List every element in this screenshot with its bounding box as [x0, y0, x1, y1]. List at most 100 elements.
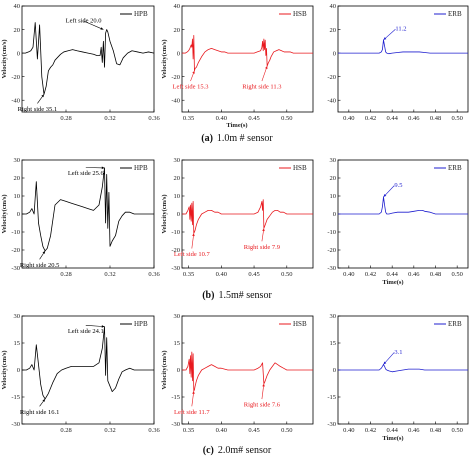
- y-tick-label: -10: [11, 229, 20, 236]
- x-tick-label: 0.42: [365, 115, 376, 122]
- annotation-arrowhead: [262, 228, 265, 232]
- row-a-xaxis-label: Time(s): [226, 122, 247, 129]
- x-tick-label: 0.48: [430, 427, 441, 434]
- series-line-erb: [338, 364, 468, 373]
- series-line-hpb: [22, 167, 154, 252]
- x-tick-label: 0.48: [430, 271, 441, 278]
- x-axis-label: Time(s): [382, 435, 403, 442]
- y-tick-label: 20: [14, 27, 21, 34]
- y-tick-label: 0: [333, 367, 336, 374]
- x-tick-label: 0.50: [281, 271, 292, 278]
- y-tick-label: 30: [330, 157, 337, 164]
- x-tick-label: 0.45: [248, 427, 259, 434]
- y-tick-label: -30: [327, 421, 336, 428]
- y-tick-label: -15: [327, 394, 336, 401]
- annotation-label: Left side 15.3: [173, 84, 209, 91]
- y-tick-label: 0: [17, 50, 20, 57]
- annotation-arrowhead: [101, 166, 105, 170]
- y-tick-label: 20: [330, 27, 337, 34]
- series-line-hpb: [22, 326, 154, 400]
- annotation: Right side 11.3: [242, 65, 282, 91]
- panel-c-erb: -30 -15 0 15 30 0.40 0.42 0.44 0.46 0.48 0.50 Time(…: [327, 313, 469, 442]
- x-tick-label: 0.40: [343, 427, 354, 434]
- annotation-label: Right side 7.9: [244, 244, 280, 251]
- annotation-arrowhead: [192, 391, 195, 394]
- annotation-arrowhead: [41, 94, 44, 98]
- annotation-arrow: [383, 352, 395, 365]
- annotation-arrowhead: [42, 398, 46, 402]
- annotation-label: 11.2: [395, 26, 406, 33]
- x-tick-label: 0.35: [183, 115, 194, 122]
- y-tick-label: 15: [14, 340, 21, 347]
- panel-b-hpb: -30 -20 -10 0 10 20 30 0.28 0.32 0.36 Velocity(cm/…: [1, 157, 160, 278]
- y-tick-label: 30: [174, 157, 181, 164]
- x-tick-label: 0.40: [343, 115, 354, 122]
- annotation: Right side 35.1: [18, 94, 58, 113]
- y-tick-label: 20: [14, 175, 21, 182]
- y-tick-label: 40: [14, 3, 21, 10]
- annotation-arrowhead: [192, 70, 195, 74]
- x-tick-label: 0.40: [216, 115, 227, 122]
- y-tick-label: 15: [174, 340, 181, 347]
- x-tick-label: 0.36: [148, 271, 160, 278]
- legend-label: ERB: [448, 164, 462, 172]
- annotation-label: Right side 35.1: [18, 106, 58, 113]
- annotation-label: Right side 20.5: [20, 262, 60, 269]
- annotation-arrowhead: [383, 37, 387, 40]
- series-line-hsb: [182, 35, 313, 72]
- y-tick-label: 0: [17, 367, 20, 374]
- annotation: Left side 25.6: [68, 166, 105, 177]
- annotation-arrowhead: [192, 233, 195, 237]
- x-tick-label: 0.35: [183, 271, 194, 278]
- x-tick-label: 0.46: [408, 115, 420, 122]
- legend-label: HPB: [134, 320, 148, 328]
- x-axis-label: Time(s): [382, 279, 403, 286]
- y-tick-label: -40: [327, 97, 336, 104]
- x-tick-label: 0.48: [430, 115, 441, 122]
- y-tick-label: 15: [330, 340, 337, 347]
- annotation: 11.2: [383, 26, 407, 41]
- x-tick-label: 0.32: [104, 115, 115, 122]
- annotation-arrowhead: [383, 194, 387, 197]
- annotation-label: Left side 20.0: [66, 17, 102, 24]
- annotation: Right side 20.5: [20, 250, 60, 269]
- annotation-label: Left side 25.6: [68, 170, 105, 177]
- x-tick-label: 0.32: [104, 271, 115, 278]
- y-tick-label: 20: [330, 175, 337, 182]
- x-tick-label: 0.35: [183, 427, 194, 434]
- annotation: Right side 7.9: [244, 228, 280, 251]
- plot-frame: [21, 5, 155, 113]
- panel-a-hpb: -40 -20 0 20 40 0.28 0.32 0.36 Velocity(cm/s) HPB…: [1, 3, 160, 122]
- x-tick-label: 0.46: [408, 427, 420, 434]
- x-tick-label: 0.44: [386, 427, 398, 434]
- x-tick-label: 0.28: [60, 271, 71, 278]
- y-tick-label: 0: [333, 211, 336, 218]
- annotation-arrowhead: [262, 383, 265, 387]
- annotation: Left side 10.7: [174, 233, 211, 258]
- annotation-arrowhead: [42, 250, 46, 254]
- x-tick-label: 0.40: [343, 271, 354, 278]
- y-tick-label: -40: [11, 97, 20, 104]
- y-tick-label: -30: [11, 265, 20, 272]
- annotation-arrowhead: [100, 27, 104, 30]
- panel-b-erb: -30 -20 -10 0 10 20 30 0.40 0.42 0.44 0.46 0.48 0.50…: [327, 157, 469, 286]
- panels: -40 -20 0 20 40 0.28 0.32 0.36 Velocity(cm/s) HPB…: [1, 3, 469, 442]
- x-tick-label: 0.28: [60, 115, 71, 122]
- y-axis-label: Velocity(cm/s): [1, 39, 8, 78]
- x-tick-label: 0.46: [408, 271, 420, 278]
- y-tick-label: 40: [174, 3, 181, 10]
- legend-label: HSB: [293, 320, 307, 328]
- y-axis-label: Velocity(cm/s): [161, 194, 168, 233]
- series-line-hsb: [182, 351, 313, 392]
- plot-frame: [337, 5, 469, 113]
- y-tick-label: 0: [177, 211, 180, 218]
- annotation-label: Right side 7.6: [244, 402, 281, 409]
- y-axis-label: Velocity(cm/s): [161, 39, 168, 78]
- annotation-arrow: [83, 20, 104, 30]
- x-tick-label: 0.45: [248, 115, 259, 122]
- annotation-label: Right side 16.1: [20, 409, 60, 416]
- x-tick-label: 0.44: [386, 115, 398, 122]
- x-tick-label: 0.36: [148, 115, 160, 122]
- caption-b: (b) 1.5m# sensor: [202, 290, 272, 301]
- annotation: Left side 11.7: [174, 391, 210, 416]
